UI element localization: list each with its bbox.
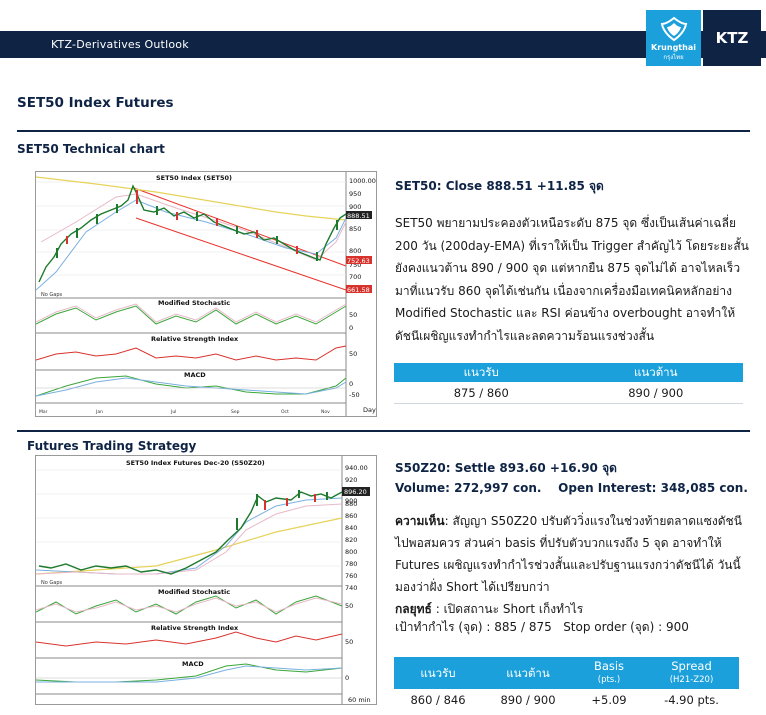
futures-chart-title: SET50 Index Futures Dec-20 (S50Z20) <box>126 459 265 467</box>
macd-tick: -50 <box>349 391 360 399</box>
basis-value: +5.09 <box>591 693 627 707</box>
macd-title: MACD <box>182 660 204 668</box>
x-axis-unit: Day <box>363 406 376 414</box>
resistance-value: 890 / 900 <box>568 382 743 404</box>
macd-tick: 0 <box>345 674 349 682</box>
rsi-tick: 50 <box>349 350 357 358</box>
date-label: Jan <box>95 409 103 415</box>
support-value: 875 / 860 <box>394 382 569 404</box>
rsi-tick: 50 <box>345 638 353 646</box>
basis-unit: (pts.) <box>597 675 621 685</box>
price-tick: 900 <box>349 203 361 211</box>
price-tick: 880 <box>345 500 357 508</box>
logo-name: Krungthai <box>651 43 696 52</box>
view-label: ความเห็น <box>395 514 445 528</box>
price-tag-upper: 752.63 <box>347 257 370 265</box>
rsi-title: Relative Strength Index <box>151 335 239 343</box>
strategy-text: : เปิดสถานะ Short เก็งทำไร <box>431 602 584 616</box>
header-bar <box>0 31 766 58</box>
target-stop-line: เป้าทำกำไร (จุด) : 885 / 875 Stop order … <box>395 620 689 634</box>
price-tick: 900 <box>345 497 357 505</box>
futures-volume-line: Volume: 272,997 con. Open Interest: 348,… <box>395 481 748 495</box>
basis-header: Basis (pts.) <box>574 657 644 689</box>
stoch-title: Modified Stochastic <box>158 588 230 596</box>
page-heading: SET50 Index Futures <box>17 95 174 111</box>
date-label: Jul <box>170 409 176 415</box>
support-header: แนวรับ <box>394 363 569 382</box>
x-axis-unit: 60 min <box>348 696 371 704</box>
price-tick: 860 <box>345 512 357 520</box>
set50-close-line: SET50: Close 888.51 +11.85 จุด <box>395 179 604 193</box>
date-label: Mar <box>39 409 48 415</box>
futures-technical-chart: SET50 Index Futures Dec-20 (S50Z20) Modi… <box>35 455 377 705</box>
basis-label: Basis <box>593 659 625 673</box>
krungthai-logo-icon <box>660 16 687 42</box>
stoch-tick: 50 <box>349 311 357 319</box>
stoch-title: Modified Stochastic <box>158 299 230 307</box>
no-gaps-label: No Gaps <box>41 292 63 298</box>
spread-header: Spread (H21-Z20) <box>644 657 739 689</box>
logo-sub: กรุงไทย <box>663 54 684 61</box>
macd-title: MACD <box>184 371 206 379</box>
price-tag-settle: 896.20 <box>344 488 367 496</box>
price-tick: 850 <box>349 225 361 233</box>
futures-settle-line: S50Z20: Settle 893.60 +16.90 จุด <box>395 461 617 475</box>
support-header: แนวรับ <box>394 657 482 689</box>
futures-analysis: ความเห็น: สัญญา S50Z20 ปรับตัววิ่งแรงในช… <box>395 510 747 620</box>
resistance-header: แนวต้าน <box>568 363 743 382</box>
section-divider <box>17 130 750 132</box>
spread-value: -4.90 pts. <box>664 693 719 707</box>
strategy-label: กลยุทธ์ <box>395 602 432 616</box>
section-divider <box>17 430 750 432</box>
date-label: Oct <box>281 409 289 415</box>
report-title: KTZ-Derivatives Outlook <box>51 38 189 51</box>
section-title-strategy: Futures Trading Strategy <box>27 439 197 453</box>
rsi-title: Relative Strength Index <box>151 624 239 632</box>
price-tick: 940.00 <box>345 464 368 472</box>
price-tag-close: 888.51 <box>347 212 370 220</box>
section-title-technical: SET50 Technical chart <box>17 142 165 156</box>
price-tick: 1000.00 <box>349 177 376 185</box>
price-tick: 740 <box>345 584 357 592</box>
date-label: Sep <box>231 409 240 415</box>
no-gaps-label: No Gaps <box>41 580 63 586</box>
set50-technical-chart: SET50 Index (SET50) Modified Stochastic … <box>35 171 377 417</box>
price-tick: 920 <box>345 476 357 484</box>
date-label: Nov <box>321 409 330 415</box>
resistance-header: แนวต้าน <box>482 657 574 689</box>
price-tick: 750 <box>349 261 361 269</box>
stoch-tick: 0 <box>349 324 353 332</box>
spread-label: Spread <box>671 659 712 673</box>
set50-levels-table: แนวรับ แนวต้าน 875 / 860 890 / 900 <box>394 363 743 404</box>
futures-levels-table: แนวรับ แนวต้าน Basis (pts.) Spread (H21-Z2… <box>394 657 739 711</box>
macd-tick: 0 <box>349 380 353 388</box>
price-tick: 700 <box>349 273 361 281</box>
spread-unit: (H21-Z20) <box>669 675 714 685</box>
resistance-value: 890 / 900 <box>500 693 556 707</box>
price-tick: 950 <box>349 190 361 198</box>
view-text: : สัญญา S50Z20 ปรับตัววิ่งแรงในช่วงท้ายต… <box>395 514 742 594</box>
price-tick: 800 <box>349 247 361 255</box>
price-tick: 760 <box>345 572 357 580</box>
stoch-tick: 50 <box>345 602 353 610</box>
price-tick: 840 <box>345 524 357 532</box>
price-tick: 800 <box>345 548 357 556</box>
support-value: 860 / 846 <box>410 693 466 707</box>
set50-analysis-text: SET50 พยายามประคองตัวเหนือระดับ 875 จุด … <box>395 216 749 343</box>
ktz-logo: KTZ <box>703 10 761 66</box>
krungthai-logo: Krungthai กรุงไทย <box>646 10 701 66</box>
price-tick: 820 <box>345 536 357 544</box>
price-tag-lower: 661.58 <box>347 286 370 294</box>
price-tick: 780 <box>345 560 357 568</box>
set50-chart-title: SET50 Index (SET50) <box>156 174 232 182</box>
